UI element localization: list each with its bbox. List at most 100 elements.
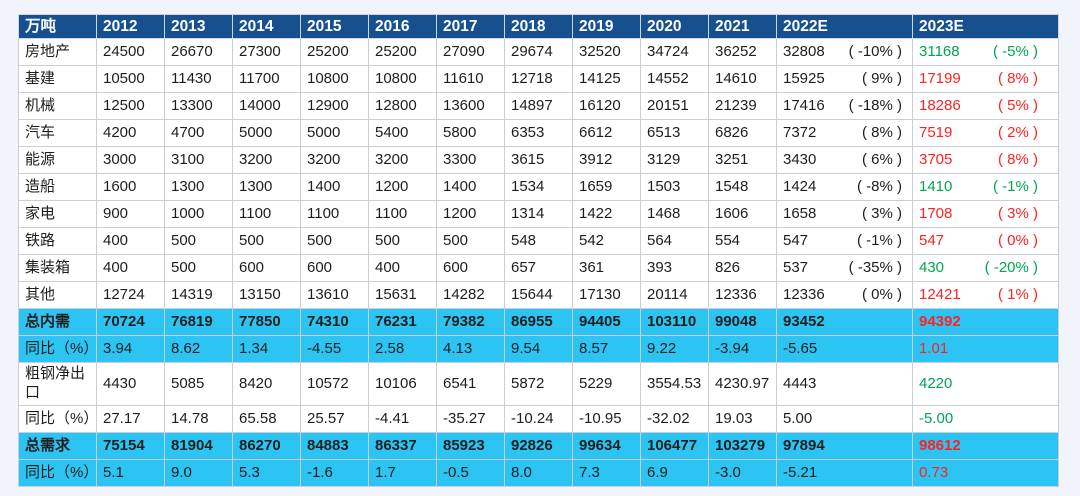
table-cell: 32520 bbox=[572, 38, 641, 67]
table-cell: 6612 bbox=[572, 119, 641, 148]
table-cell: 1400 bbox=[436, 173, 505, 202]
cell-2022e-content: 15925 ( 9% ) bbox=[783, 70, 910, 89]
table-cell: 5800 bbox=[436, 119, 505, 148]
table-cell: 3251 bbox=[708, 146, 777, 175]
cell-2023e: 7519 ( 2% ) bbox=[912, 119, 1059, 148]
cell-2022e: 93452 bbox=[776, 308, 913, 337]
table-cell: 13610 bbox=[300, 281, 369, 310]
cell-yoy-pct: ( -10% ) bbox=[848, 43, 902, 60]
table-cell: 13600 bbox=[436, 92, 505, 121]
table-cell: 16120 bbox=[572, 92, 641, 121]
table-row: 集装箱 400 500 600 600 400 600 657 361 393 826 537( -3… bbox=[18, 254, 1059, 283]
table-cell: 5000 bbox=[232, 119, 301, 148]
table-cell: 36252 bbox=[708, 38, 777, 67]
cell-2022e: 537 ( -35% ) bbox=[776, 254, 913, 283]
table-cell: 29674 bbox=[504, 38, 573, 67]
table-cell: 13300 bbox=[164, 92, 233, 121]
table-cell: 3300 bbox=[436, 146, 505, 175]
table-cell: 1503 bbox=[640, 173, 709, 202]
cell-2022e: -5.21 bbox=[776, 458, 913, 487]
table-cell: -10.95 bbox=[572, 404, 641, 433]
table-cell: 27090 bbox=[436, 38, 505, 67]
table-cell: 1300 bbox=[164, 173, 233, 202]
cell-yoy-pct: ( 5% ) bbox=[997, 97, 1038, 114]
row-label: 机械 bbox=[18, 92, 97, 121]
cell-value: 1424 bbox=[783, 178, 817, 195]
cell-2023e: 1.01 bbox=[912, 335, 1059, 364]
table-cell: 92826 bbox=[504, 431, 573, 460]
cell-value: 98612 bbox=[919, 436, 961, 454]
cell-yoy-pct: ( 8% ) bbox=[997, 70, 1038, 87]
cell-value: 1410 bbox=[919, 178, 953, 195]
table-cell: 4200 bbox=[96, 119, 165, 148]
cell-2022e-content: -5.21 bbox=[783, 464, 910, 483]
cell-value: 1.01 bbox=[919, 340, 949, 357]
cell-yoy-pct: ( 8% ) bbox=[861, 124, 902, 141]
table-cell: 657 bbox=[504, 254, 573, 283]
table-cell: 25200 bbox=[300, 38, 369, 67]
table-cell: 85923 bbox=[436, 431, 505, 460]
table-cell: 2.58 bbox=[368, 335, 437, 364]
table-cell: 6.9 bbox=[640, 458, 709, 487]
table-cell: 11610 bbox=[436, 65, 505, 94]
table-cell: 14610 bbox=[708, 65, 777, 94]
table-cell: 3100 bbox=[164, 146, 233, 175]
cell-value: 4220 bbox=[919, 374, 953, 392]
cell-yoy-pct: ( 2% ) bbox=[997, 124, 1038, 141]
table-cell: 6513 bbox=[640, 119, 709, 148]
table-cell: 500 bbox=[436, 227, 505, 256]
table-cell: 600 bbox=[300, 254, 369, 283]
cell-value: 94392 bbox=[919, 313, 961, 330]
table-cell: 12724 bbox=[96, 281, 165, 310]
table-cell: 548 bbox=[504, 227, 573, 256]
unit-header: 万吨 bbox=[18, 13, 97, 40]
cell-2023e-content: 3705 ( 8% ) bbox=[919, 151, 1056, 170]
table-cell: -4.41 bbox=[368, 404, 437, 433]
table-cell: 65.58 bbox=[232, 404, 301, 433]
table-cell: 27300 bbox=[232, 38, 301, 67]
cell-2023e: 1410 ( -1% ) bbox=[912, 173, 1059, 202]
table-cell: 3200 bbox=[232, 146, 301, 175]
table-cell: -0.5 bbox=[436, 458, 505, 487]
cell-value: 1658 bbox=[783, 205, 817, 222]
row-label: 总需求 bbox=[18, 431, 97, 460]
cell-yoy-pct: ( -1% ) bbox=[857, 232, 902, 249]
row-label: 铁路 bbox=[18, 227, 97, 256]
cell-yoy-pct: ( -18% ) bbox=[848, 97, 902, 114]
table-cell: 400 bbox=[96, 254, 165, 283]
cell-yoy-pct: ( 3% ) bbox=[861, 205, 902, 222]
table-cell: 25.57 bbox=[300, 404, 369, 433]
year-header-2021: 2021 bbox=[708, 13, 777, 40]
cell-2022e: 12336 ( 0% ) bbox=[776, 281, 913, 310]
year-header-2015: 2015 bbox=[300, 13, 369, 40]
cell-2022e-content: 93452 bbox=[783, 313, 910, 332]
cell-2022e-content: 97894 bbox=[783, 437, 910, 456]
table-cell: 94405 bbox=[572, 308, 641, 337]
table-cell: 1659 bbox=[572, 173, 641, 202]
cell-2023e-content: 1708 ( 3% ) bbox=[919, 205, 1056, 224]
cell-2023e-content: 4220 bbox=[919, 375, 1056, 394]
table-cell: 10572 bbox=[300, 362, 369, 406]
table-cell: 1100 bbox=[300, 200, 369, 229]
table-cell: -3.94 bbox=[708, 335, 777, 364]
table-cell: 500 bbox=[232, 227, 301, 256]
table-cell: 25200 bbox=[368, 38, 437, 67]
table-cell: 86337 bbox=[368, 431, 437, 460]
cell-value: 17199 bbox=[919, 70, 961, 87]
table-cell: 5400 bbox=[368, 119, 437, 148]
table-cell: 500 bbox=[164, 227, 233, 256]
row-label: 总内需 bbox=[18, 308, 97, 337]
cell-2022e-content: 3430 ( 6% ) bbox=[783, 151, 910, 170]
table-cell: 11430 bbox=[164, 65, 233, 94]
cell-2023e-content: 430 ( -20% ) bbox=[919, 259, 1056, 278]
year-header-2020: 2020 bbox=[640, 13, 709, 40]
year-header-2017: 2017 bbox=[436, 13, 505, 40]
table-body: 房地产 24500 26670 27300 25200 25200 27090 29674 32… bbox=[18, 38, 1059, 487]
table-row: 铁路 400 500 500 500 500 500 548 542 564 554 547( -1%… bbox=[18, 227, 1059, 256]
cell-2023e-content: 98612 bbox=[919, 437, 1056, 456]
cell-2023e: 0.73 bbox=[912, 458, 1059, 487]
cell-value: 5.00 bbox=[783, 409, 813, 427]
cell-value: 547 bbox=[783, 232, 809, 249]
cell-yoy-pct: ( -8% ) bbox=[857, 178, 902, 195]
table-cell: 8.62 bbox=[164, 335, 233, 364]
